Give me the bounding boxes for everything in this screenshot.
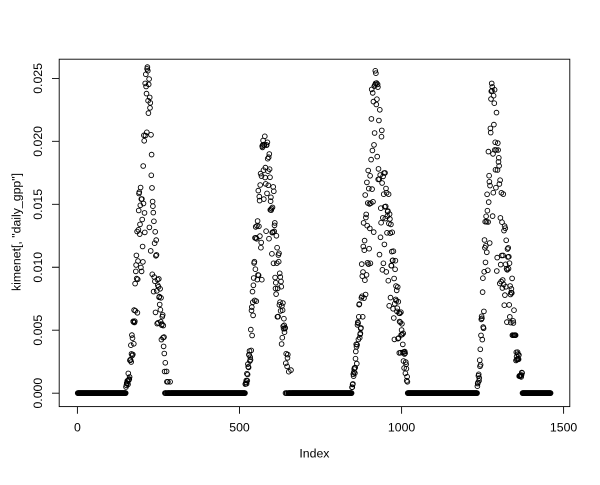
svg-text:0.010: 0.010 [31, 252, 45, 283]
svg-text:0.015: 0.015 [31, 189, 45, 220]
svg-text:Index: Index [299, 447, 330, 461]
svg-text:1500: 1500 [550, 421, 578, 435]
svg-text:0.005: 0.005 [31, 315, 45, 346]
svg-text:0.000: 0.000 [31, 378, 45, 409]
svg-text:0: 0 [74, 421, 81, 435]
svg-text:500: 500 [229, 421, 250, 435]
svg-text:0.025: 0.025 [31, 63, 45, 94]
svg-text:0.020: 0.020 [31, 126, 45, 157]
svg-text:kimenet[, "daily_gpp"]: kimenet[, "daily_gpp"] [9, 173, 23, 291]
svg-text:1000: 1000 [388, 421, 416, 435]
